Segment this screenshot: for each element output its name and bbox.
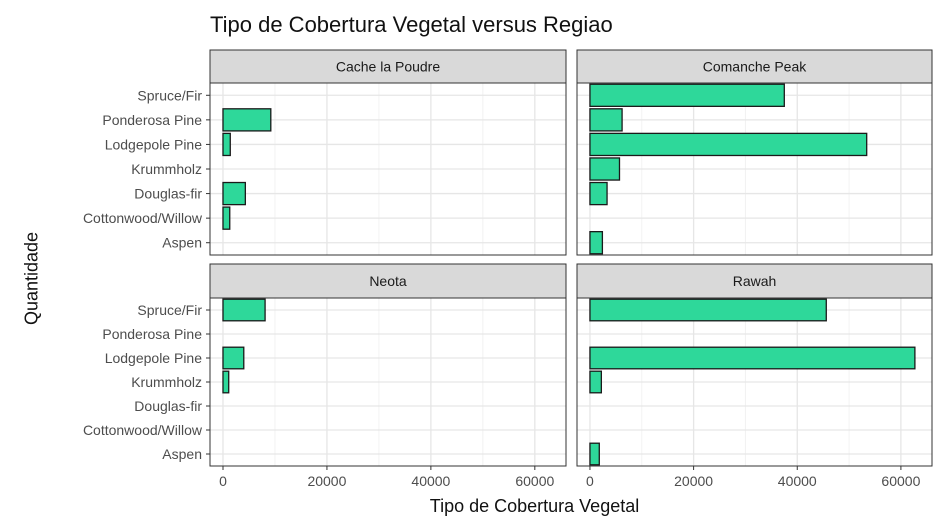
- facet-strip-label: Cache la Poudre: [336, 59, 441, 75]
- chart-title: Tipo de Cobertura Vegetal versus Regiao: [210, 12, 613, 37]
- x-tick-label: 20000: [307, 473, 346, 489]
- bar: [222, 108, 272, 132]
- x-tick-label: 60000: [881, 473, 920, 489]
- y-tick-label: Krummholz: [131, 161, 202, 177]
- facet-strip: [576, 263, 933, 299]
- y-tick-label: Aspen: [162, 446, 202, 462]
- x-tick-label: 40000: [778, 473, 817, 489]
- x-axis-label: Tipo de Cobertura Vegetal: [429, 496, 640, 516]
- bar: [589, 231, 604, 255]
- y-tick-label: Spruce/Fir: [137, 87, 202, 103]
- y-tick-label: Lodgepole Pine: [105, 350, 203, 366]
- bar: [589, 132, 868, 157]
- y-tick-label: Douglas-fir: [134, 186, 202, 202]
- facet-strip: [209, 49, 567, 84]
- bar: [589, 442, 600, 466]
- bar: [222, 370, 230, 394]
- bar: [222, 298, 266, 322]
- bar: [589, 370, 603, 394]
- y-tick-label: Ponderosa Pine: [102, 112, 202, 128]
- bar: [589, 83, 785, 107]
- bar: [222, 132, 231, 157]
- facet-strip: [576, 49, 933, 84]
- panel-border: [576, 82, 933, 256]
- facet-strip-label: Neota: [369, 273, 407, 289]
- bar: [589, 181, 608, 206]
- bar: [589, 108, 623, 132]
- y-tick-label: Cottonwood/Willow: [83, 422, 203, 438]
- facet-strip: [209, 263, 567, 299]
- bar: [222, 346, 245, 370]
- bar: [589, 157, 621, 181]
- bar: [222, 206, 231, 230]
- bar: [589, 298, 827, 322]
- facet-strip-label: Rawah: [733, 273, 777, 289]
- y-tick-label: Aspen: [162, 235, 202, 251]
- bar: [589, 346, 916, 370]
- x-tick-label: 60000: [515, 473, 554, 489]
- x-tick-label: 20000: [674, 473, 713, 489]
- facet-strip-label: Comanche Peak: [703, 59, 808, 75]
- x-tick-label: 0: [219, 473, 227, 489]
- x-tick-label: 0: [586, 473, 594, 489]
- bar: [222, 181, 246, 206]
- y-tick-label: Krummholz: [131, 374, 202, 390]
- y-tick-label: Ponderosa Pine: [102, 326, 202, 342]
- y-tick-label: Spruce/Fir: [137, 302, 202, 318]
- panel-border: [576, 297, 933, 467]
- y-tick-label: Cottonwood/Willow: [83, 210, 203, 226]
- x-tick-label: 40000: [411, 473, 450, 489]
- y-tick-label: Douglas-fir: [134, 398, 202, 414]
- y-tick-label: Lodgepole Pine: [105, 136, 203, 152]
